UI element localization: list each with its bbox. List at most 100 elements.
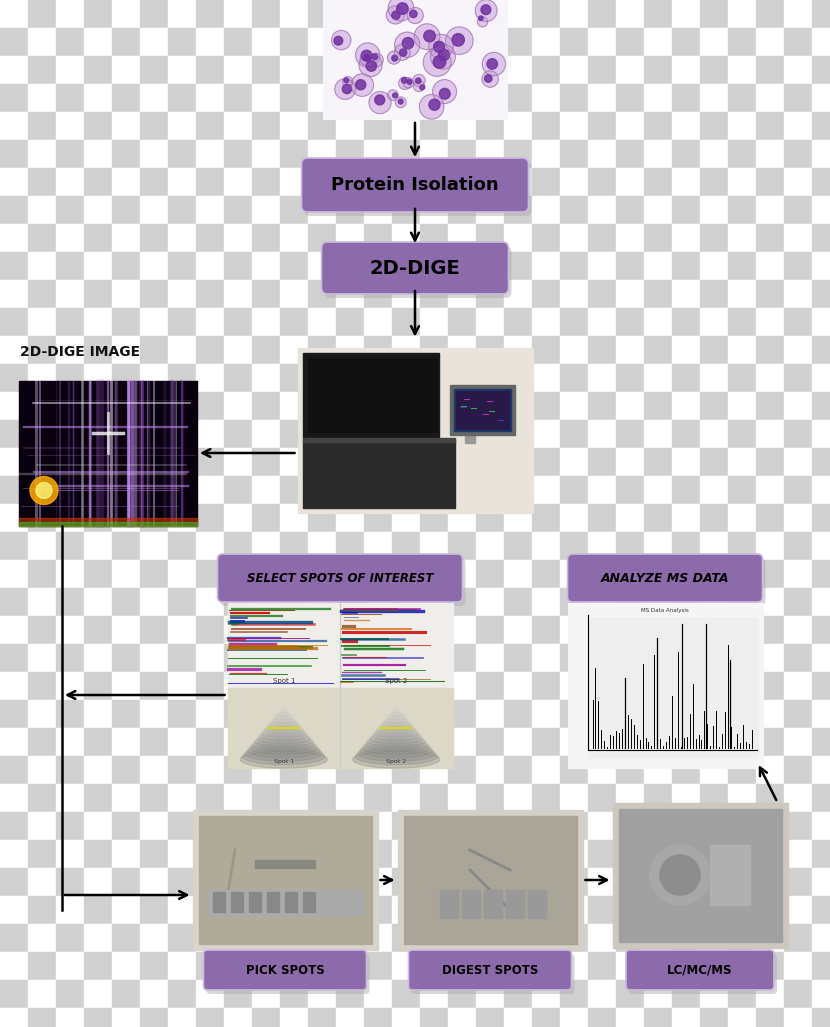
Bar — [588, 28, 616, 56]
Circle shape — [424, 30, 436, 42]
Bar — [0, 308, 28, 336]
Bar — [644, 924, 672, 952]
Bar — [28, 224, 56, 252]
Circle shape — [36, 483, 52, 498]
Bar — [616, 840, 644, 868]
Bar — [476, 140, 504, 168]
Bar — [252, 980, 280, 1007]
Bar — [457, 391, 510, 429]
Bar — [252, 448, 280, 476]
Bar — [224, 56, 252, 84]
Bar — [112, 140, 140, 168]
Circle shape — [392, 55, 398, 62]
Bar — [0, 560, 28, 588]
Bar — [336, 644, 364, 672]
Bar — [252, 168, 280, 196]
Bar — [224, 504, 252, 532]
Bar — [336, 868, 364, 896]
Bar — [28, 28, 56, 56]
Bar — [28, 1007, 56, 1027]
Bar — [280, 1007, 308, 1027]
Bar — [196, 280, 224, 308]
Bar — [560, 868, 588, 896]
Bar — [84, 392, 112, 420]
Bar — [392, 868, 420, 896]
Circle shape — [432, 80, 456, 104]
Bar — [224, 252, 252, 280]
Bar — [336, 980, 364, 1007]
Bar — [616, 392, 644, 420]
Bar — [448, 364, 476, 392]
Bar — [336, 224, 364, 252]
Bar — [308, 140, 336, 168]
Bar — [84, 756, 112, 784]
Bar — [448, 868, 476, 896]
Bar — [784, 224, 812, 252]
Bar — [280, 700, 308, 728]
Bar — [504, 420, 532, 448]
Bar — [616, 0, 644, 28]
Bar — [224, 924, 252, 952]
Ellipse shape — [353, 751, 440, 768]
Bar — [364, 196, 392, 224]
Bar — [476, 168, 504, 196]
Bar — [700, 252, 728, 280]
Bar — [560, 28, 588, 56]
Bar — [812, 308, 830, 336]
Bar — [392, 364, 420, 392]
Bar — [280, 336, 308, 364]
Bar — [364, 1007, 392, 1027]
Bar — [700, 840, 728, 868]
Bar — [532, 812, 560, 840]
Bar — [0, 700, 28, 728]
Bar — [308, 700, 336, 728]
Bar — [364, 168, 392, 196]
Bar — [560, 756, 588, 784]
Bar — [812, 588, 830, 616]
Bar — [504, 840, 532, 868]
Bar — [0, 56, 28, 84]
Bar — [56, 252, 84, 280]
Bar — [392, 196, 420, 224]
Ellipse shape — [266, 723, 300, 730]
FancyBboxPatch shape — [570, 558, 765, 606]
Bar — [28, 420, 56, 448]
Bar — [616, 868, 644, 896]
Bar — [700, 476, 728, 504]
Bar — [784, 252, 812, 280]
Bar — [504, 392, 532, 420]
Bar — [728, 504, 756, 532]
Bar — [756, 392, 784, 420]
Bar — [308, 168, 336, 196]
Bar — [672, 812, 700, 840]
Bar — [168, 308, 196, 336]
Bar — [280, 224, 308, 252]
Bar — [532, 392, 560, 420]
Bar — [644, 28, 672, 56]
Bar — [112, 616, 140, 644]
Bar — [476, 28, 504, 56]
Bar — [588, 756, 616, 784]
Circle shape — [408, 79, 412, 84]
Ellipse shape — [240, 751, 327, 768]
Bar — [140, 420, 168, 448]
Bar — [196, 476, 224, 504]
Bar — [392, 1007, 420, 1027]
Bar — [616, 84, 644, 112]
Bar — [168, 280, 196, 308]
Circle shape — [446, 27, 473, 54]
Bar — [784, 112, 812, 140]
Bar — [56, 784, 84, 812]
Bar — [308, 896, 336, 924]
Bar — [644, 812, 672, 840]
Bar — [280, 840, 308, 868]
Bar — [784, 896, 812, 924]
Ellipse shape — [255, 736, 313, 748]
Bar — [560, 644, 588, 672]
Bar — [392, 280, 420, 308]
Bar — [588, 252, 616, 280]
Bar — [392, 336, 420, 364]
Bar — [364, 896, 392, 924]
Bar — [784, 84, 812, 112]
Bar — [448, 1007, 476, 1027]
